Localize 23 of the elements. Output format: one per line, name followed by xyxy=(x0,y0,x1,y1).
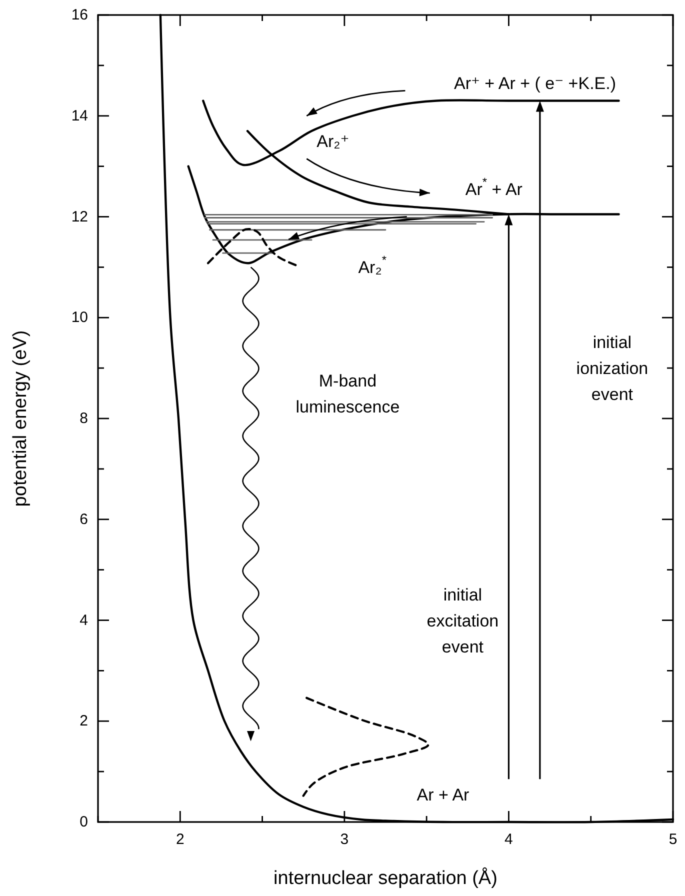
y-tick-label: 2 xyxy=(80,712,88,730)
annotation: M-band luminescence xyxy=(296,370,400,416)
annotation: Ar⁺ + Ar + ( e⁻ +K.E.) xyxy=(454,74,616,93)
annotation: initial excitation event xyxy=(426,584,499,656)
y-tick-label: 0 xyxy=(80,814,88,830)
y-tick-label: 14 xyxy=(71,107,88,124)
x-tick-label: 3 xyxy=(340,831,349,848)
x-tick-label: 4 xyxy=(504,831,513,848)
y-axis-title: potential energy (eV) xyxy=(10,330,31,507)
y-tick-label: 8 xyxy=(80,410,88,427)
annotation: Ar₂⁺ xyxy=(316,132,350,151)
annotation: Ar$^{*}$ + Ar xyxy=(465,175,523,199)
x-tick-label: 2 xyxy=(176,831,184,848)
x-axis-title: internuclear separation (Å) xyxy=(274,867,498,889)
y-tick-label: 10 xyxy=(71,309,88,326)
x-tick-label: 5 xyxy=(668,831,678,848)
y-tick-label: 4 xyxy=(80,612,88,629)
y-tick-label: 6 xyxy=(80,510,88,528)
annotation: Ar₂$^{*}$ xyxy=(358,253,387,277)
y-tick-label: 16 xyxy=(71,6,88,24)
annotation: initial ionization event xyxy=(576,332,648,404)
y-tick-label: 12 xyxy=(71,208,88,226)
annotation: Ar + Ar xyxy=(416,784,470,804)
